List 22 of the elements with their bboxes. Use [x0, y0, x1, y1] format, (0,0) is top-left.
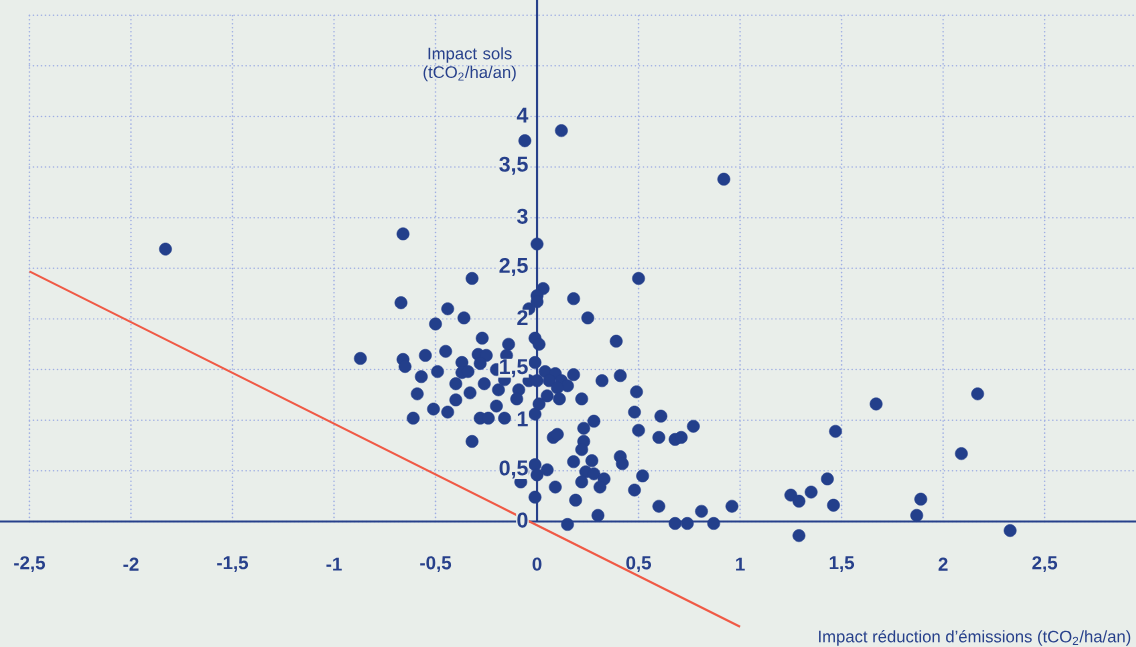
- y-tick-label: 0,5: [499, 460, 528, 479]
- y-axis-title: Impact sols (tCO$_{2}$/ha/an): [423, 47, 516, 82]
- x-tick-label: -2,5: [14, 556, 46, 573]
- y-tick-label: 2,5: [499, 257, 528, 277]
- x-tick-label: 1,5: [829, 556, 855, 572]
- x-tick-label: 0: [532, 557, 542, 571]
- x-tick-label: 2,5: [1032, 556, 1058, 573]
- y-tick-label: 1,5: [500, 359, 528, 378]
- x-tick-label: -0,5: [420, 556, 452, 573]
- x-tick-label: 0,5: [626, 556, 652, 573]
- y-tick-label: 1: [517, 411, 528, 427]
- y-tick-label: 4: [516, 107, 529, 123]
- y-tick-label: 2: [517, 310, 528, 326]
- x-tick-label: -1: [326, 557, 342, 571]
- y-tick-label: 3: [516, 208, 528, 224]
- x-tick-label: 1: [736, 557, 745, 571]
- x-tick-label: 2: [938, 557, 948, 571]
- x-tick-label: -2: [123, 557, 139, 571]
- y-tick-label: 3,5: [499, 156, 528, 175]
- y-tick-label: 0: [517, 512, 528, 528]
- x-axis-title: Impact réduction d’émissions (tCO$_{2}$/ha/an): [819, 630, 1131, 646]
- x-tick-label: -1,5: [217, 556, 249, 572]
